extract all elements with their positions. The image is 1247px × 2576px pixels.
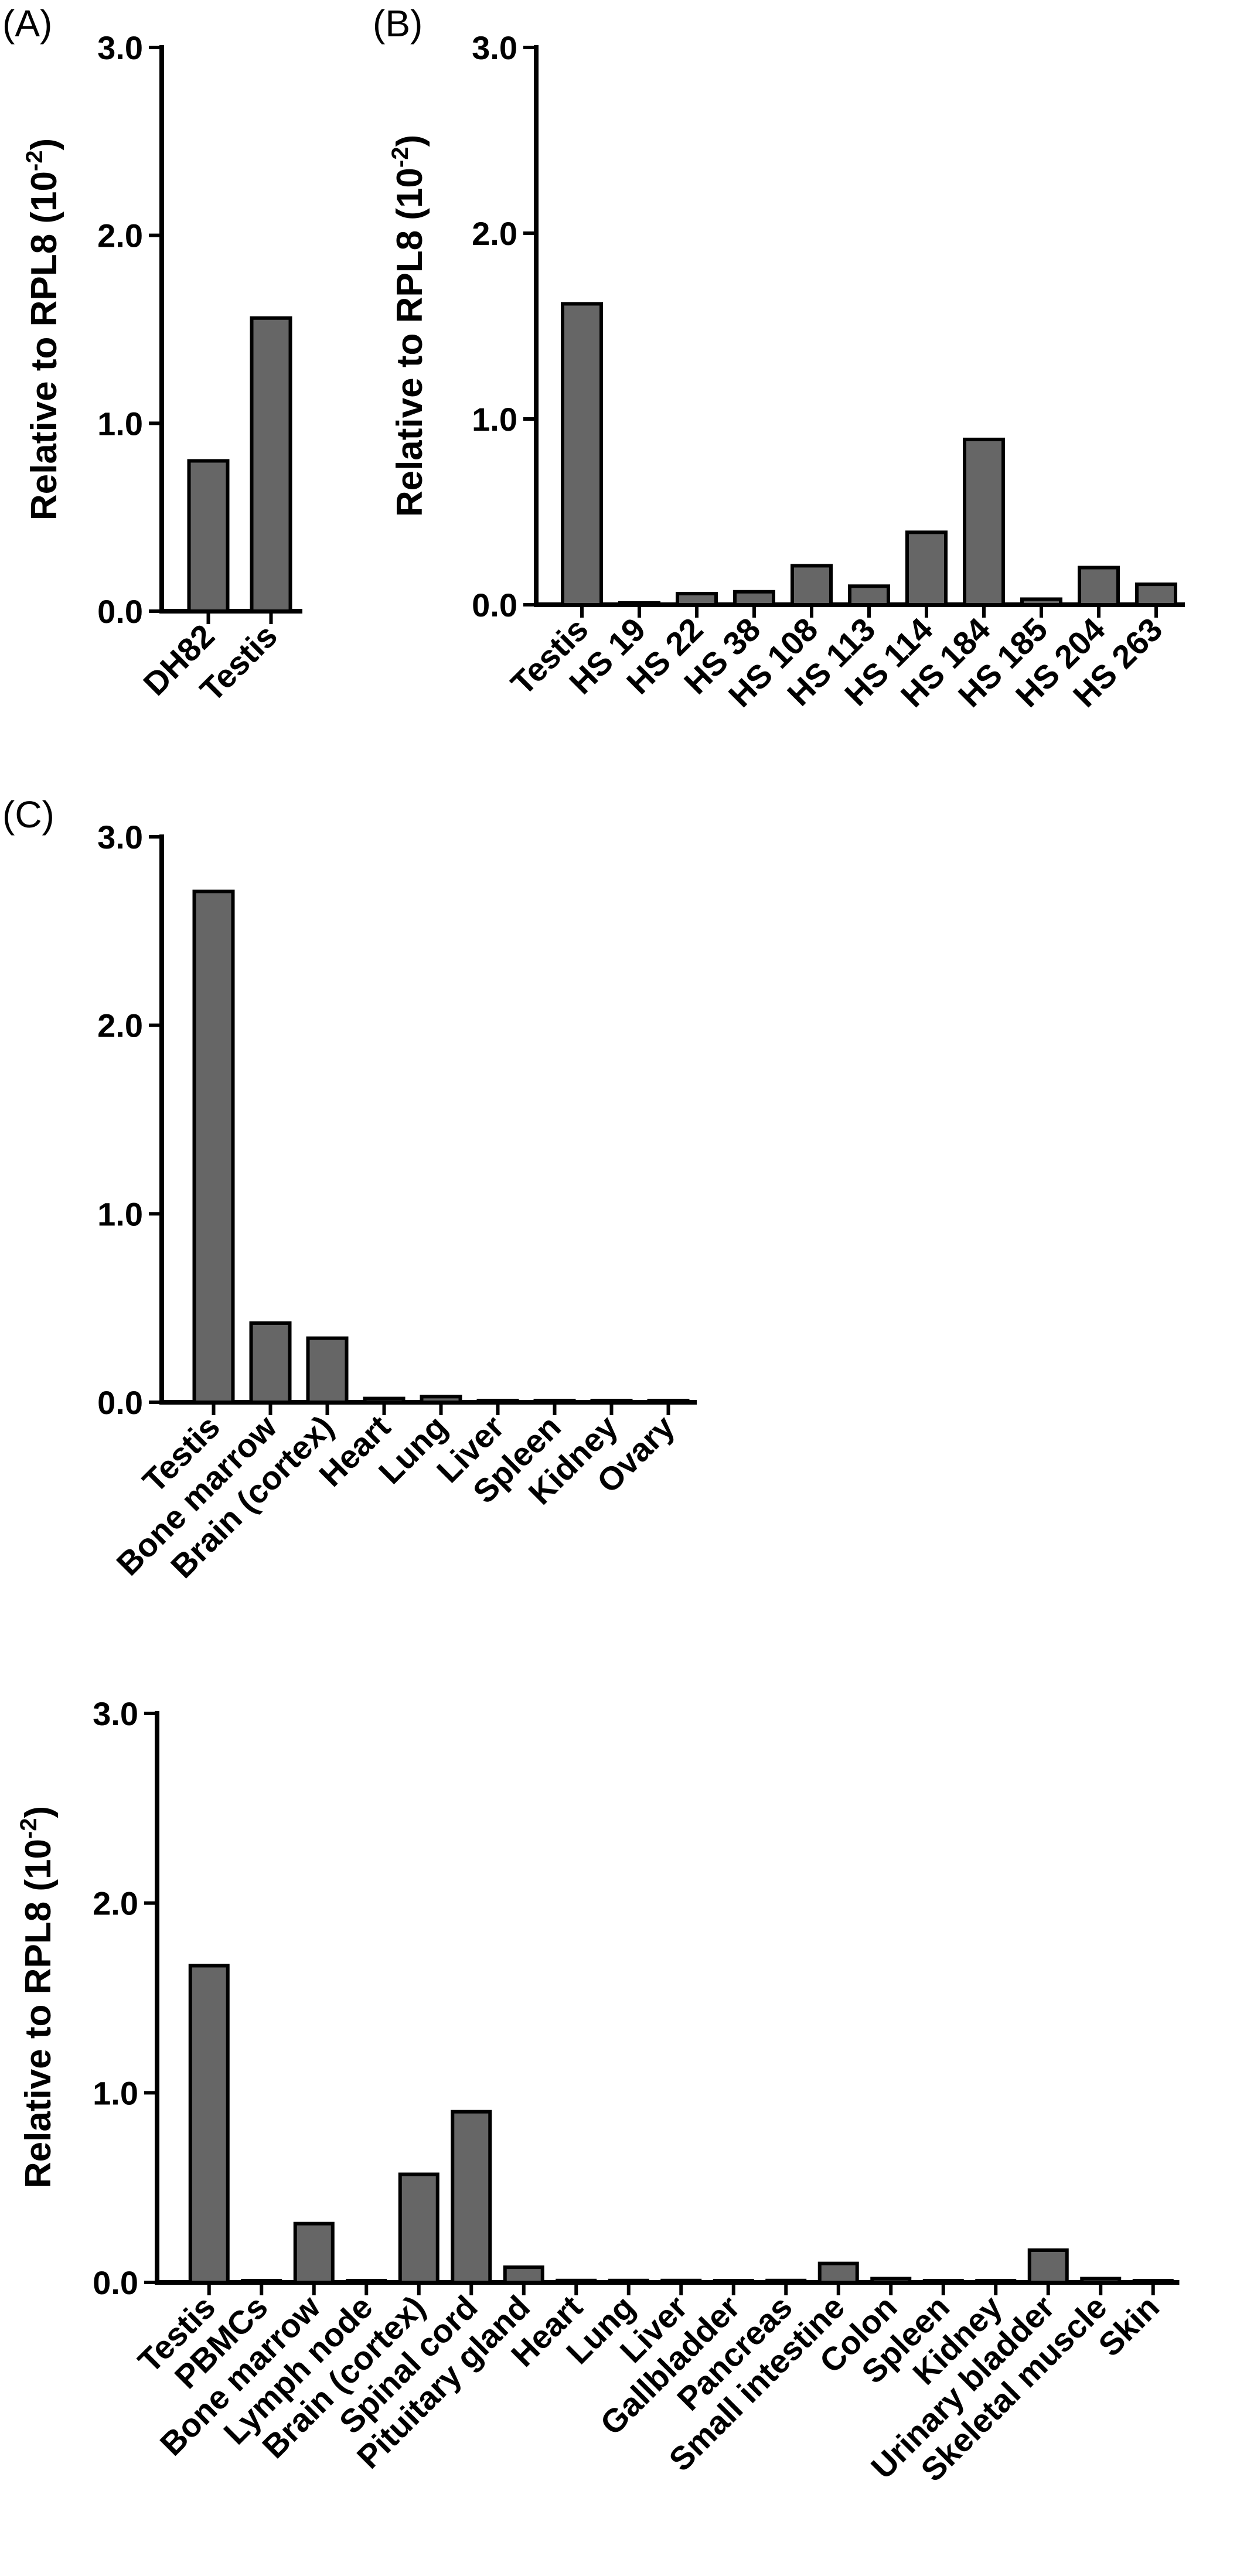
bar-urinary-bladder	[1027, 2248, 1069, 2284]
y-axis-label: Relative to RPL8 (10-2)	[22, 138, 64, 520]
chart-panel-1: (A)Relative to RPL8 (10-2)0.01.02.03.0DH…	[2, 2, 302, 708]
y-tick-label: 1.0	[97, 1195, 143, 1232]
bar-liver	[660, 2278, 702, 2285]
bar-testis	[188, 1964, 230, 2284]
y-tick-label: 1.0	[472, 401, 517, 438]
bar-hs-114	[905, 530, 948, 606]
bar-lung	[608, 2278, 649, 2285]
bar-dh82	[187, 459, 230, 613]
bar-colon	[870, 2277, 912, 2284]
bar-small-intestine	[817, 2261, 859, 2284]
bar-hs-22	[676, 591, 718, 606]
y-tick-label: 0.0	[472, 587, 517, 623]
y-tick-label: 2.0	[97, 217, 143, 254]
bar-kidney	[975, 2279, 1017, 2284]
bar-ovary	[647, 1399, 690, 1404]
bar-hs-38	[733, 590, 775, 606]
bar-hs-113	[848, 584, 890, 606]
bar-pituitary-gland	[503, 2265, 544, 2285]
bar-pancreas	[765, 2278, 807, 2285]
y-tick-label: 3.0	[472, 29, 517, 66]
bar-spleen	[533, 1399, 576, 1404]
bar-bone-marrow	[293, 2221, 335, 2284]
panel-label: (A)	[2, 2, 52, 45]
bar-testis	[192, 890, 235, 1404]
bar-testis	[561, 302, 603, 606]
y-tick-label: 1.0	[93, 2074, 138, 2111]
panel-label: (B)	[373, 2, 423, 45]
y-tick-label: 0.0	[97, 1384, 143, 1421]
bar-lung	[420, 1395, 462, 1405]
bar-pbmcs	[241, 2279, 282, 2284]
bar-lymph-node	[346, 2279, 387, 2284]
bar-spinal-cord	[451, 2110, 492, 2284]
panel-label: (C)	[2, 793, 54, 836]
bar-heart	[363, 1396, 406, 1404]
bar-testis	[250, 316, 292, 613]
bar-kidney	[590, 1399, 633, 1404]
chart-panel-2: (B)Relative to RPL8 (10-2)0.01.02.03.0Te…	[373, 2, 1185, 714]
bar-gallbladder	[713, 2279, 754, 2284]
bar-spleen	[922, 2279, 964, 2284]
y-tick-label: 3.0	[97, 29, 143, 66]
y-tick-label: 0.0	[97, 593, 143, 630]
y-tick-label: 3.0	[97, 819, 143, 856]
y-tick-label: 2.0	[93, 1885, 138, 1922]
y-axis-label: Relative to RPL8 (10-2)	[16, 1806, 59, 2188]
bar-skin	[1132, 2279, 1174, 2284]
bar-brain-cortex-	[398, 2172, 439, 2285]
y-tick-label: 2.0	[97, 1007, 143, 1044]
y-tick-label: 3.0	[93, 1695, 138, 1732]
bar-bone-marrow	[249, 1321, 292, 1404]
bar-heart	[556, 2278, 597, 2285]
y-tick-label: 1.0	[97, 405, 143, 442]
bar-hs-204	[1078, 565, 1120, 606]
bar-hs-263	[1135, 582, 1177, 607]
bar-hs-185	[1020, 597, 1062, 606]
x-category-label: Skin	[1091, 2288, 1166, 2363]
bar-hs-108	[791, 564, 833, 606]
bar-hs-19	[618, 601, 660, 606]
y-tick-label: 2.0	[472, 215, 517, 252]
bar-hs-184	[963, 437, 1005, 606]
bar-liver	[476, 1399, 519, 1404]
bar-skeletal-muscle	[1080, 2277, 1122, 2284]
bar-brain-cortex-	[306, 1336, 349, 1404]
x-category-label: Lung	[372, 1408, 454, 1491]
y-tick-label: 0.0	[93, 2264, 138, 2301]
y-axis-label: Relative to RPL8 (10-2)	[387, 135, 430, 517]
chart-panel-4: Relative to RPL8 (10-2)0.01.02.03.0Testi…	[16, 1695, 1180, 2489]
